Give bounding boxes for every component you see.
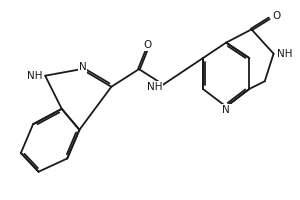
Text: O: O <box>272 11 281 21</box>
Text: O: O <box>144 40 152 50</box>
Text: NH: NH <box>147 82 162 92</box>
Text: N: N <box>222 105 230 115</box>
Text: N: N <box>79 62 87 72</box>
Text: NH: NH <box>277 49 292 59</box>
Text: NH: NH <box>28 71 43 81</box>
